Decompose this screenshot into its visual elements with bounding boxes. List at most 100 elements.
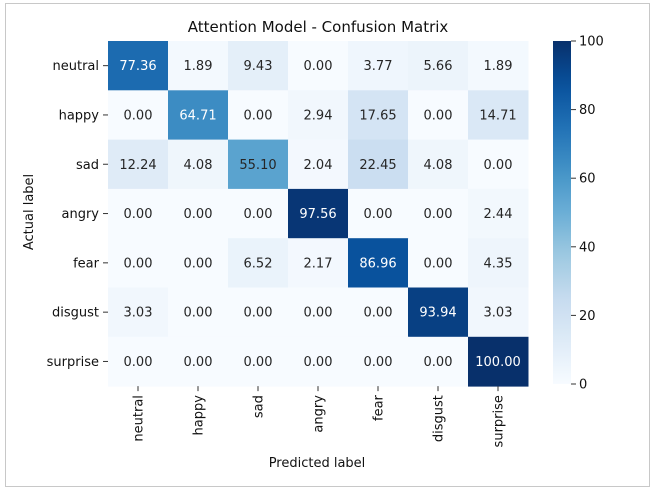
cell-value-label: 2.17 bbox=[304, 256, 333, 271]
heatmap-cell bbox=[108, 287, 169, 338]
heatmap-cell bbox=[348, 90, 409, 141]
cell-value-label: 3.77 bbox=[364, 59, 393, 74]
cell-value-label: 17.65 bbox=[359, 108, 396, 123]
cell-value-label: 12.24 bbox=[119, 158, 156, 173]
cell-value-label: 0.00 bbox=[364, 306, 393, 321]
cell-value-label: 0.00 bbox=[304, 306, 333, 321]
heatmap-cell bbox=[288, 41, 349, 91]
heatmap-cell bbox=[168, 287, 229, 338]
heatmap-cell bbox=[288, 336, 349, 387]
cell-value-label: 0.00 bbox=[484, 158, 513, 173]
x-tick-label: happy bbox=[192, 395, 207, 436]
heatmap-cell bbox=[108, 188, 169, 239]
heatmap-cell bbox=[348, 287, 409, 338]
heatmap-cell bbox=[228, 139, 289, 190]
cell-value-label: 0.00 bbox=[184, 207, 213, 222]
colorbar-tick-label: 80 bbox=[579, 103, 596, 118]
cell-value-label: 0.00 bbox=[424, 207, 453, 222]
cell-value-label: 0.00 bbox=[184, 256, 213, 271]
x-tick-label: fear bbox=[372, 394, 387, 421]
cell-value-label: 4.08 bbox=[424, 158, 453, 173]
heatmap-cell bbox=[108, 238, 169, 288]
cell-value-label: 2.04 bbox=[304, 158, 333, 173]
colorbar-tick-label: 40 bbox=[579, 240, 596, 255]
cell-value-label: 93.94 bbox=[419, 306, 456, 321]
heatmap-cell bbox=[288, 90, 349, 141]
cell-value-label: 100.00 bbox=[475, 355, 521, 370]
heatmap-cell bbox=[228, 336, 289, 387]
cell-value-label: 0.00 bbox=[244, 355, 273, 370]
heatmap-cell bbox=[168, 336, 229, 387]
cell-value-label: 55.10 bbox=[239, 158, 276, 173]
heatmap-cell bbox=[108, 90, 169, 141]
heatmap-cell bbox=[288, 287, 349, 338]
x-tick-label: neutral bbox=[132, 395, 147, 442]
cell-value-label: 0.00 bbox=[244, 306, 273, 321]
y-tick-label: disgust bbox=[52, 306, 99, 321]
y-tick-label: neutral bbox=[53, 59, 100, 74]
cell-value-label: 0.00 bbox=[424, 108, 453, 123]
x-tick-label: surprise bbox=[492, 395, 507, 447]
cell-value-label: 0.00 bbox=[124, 256, 153, 271]
heatmap-cell bbox=[468, 238, 529, 288]
heatmap-cell bbox=[108, 41, 169, 91]
cell-value-label: 0.00 bbox=[124, 207, 153, 222]
cell-value-label: 22.45 bbox=[359, 158, 396, 173]
heatmap-cell bbox=[228, 188, 289, 239]
heatmap-cell bbox=[168, 188, 229, 239]
cell-value-label: 1.89 bbox=[184, 59, 213, 74]
heatmap-cell bbox=[468, 139, 529, 190]
heatmap-cell bbox=[168, 41, 229, 91]
heatmap-cell bbox=[348, 41, 409, 91]
x-tick-label: angry bbox=[312, 395, 327, 433]
heatmap-cell bbox=[408, 238, 469, 288]
cell-value-label: 0.00 bbox=[244, 207, 273, 222]
heatmap-cell bbox=[228, 238, 289, 288]
cell-value-label: 64.71 bbox=[179, 108, 216, 123]
y-tick-labels: neutral happy sad angry fear disgust surprise bbox=[47, 59, 108, 370]
cell-value-label: 3.03 bbox=[124, 306, 153, 321]
cell-value-label: 0.00 bbox=[304, 59, 333, 74]
colorbar bbox=[553, 41, 571, 384]
cell-value-label: 86.96 bbox=[359, 256, 396, 271]
cell-value-label: 4.08 bbox=[184, 158, 213, 173]
heatmap-cell bbox=[468, 90, 529, 141]
heatmap-cell bbox=[468, 287, 529, 338]
heatmap-cell bbox=[108, 336, 169, 387]
heatmap-cell bbox=[408, 139, 469, 190]
cell-value-label: 0.00 bbox=[364, 355, 393, 370]
chart-title: Attention Model - Confusion Matrix bbox=[188, 18, 449, 36]
heatmap-cell bbox=[408, 188, 469, 239]
x-tick-label: sad bbox=[252, 395, 267, 418]
y-tick-label: fear bbox=[73, 256, 100, 271]
heatmap-cell bbox=[468, 41, 529, 91]
y-tick-label: angry bbox=[62, 207, 100, 222]
colorbar-tick-label: 100 bbox=[579, 35, 604, 50]
cell-value-label: 0.00 bbox=[124, 355, 153, 370]
colorbar-tick-label: 60 bbox=[579, 172, 596, 187]
cell-value-label: 3.03 bbox=[484, 306, 513, 321]
cell-value-label: 0.00 bbox=[304, 355, 333, 370]
heatmap-cell bbox=[408, 336, 469, 387]
cell-value-label: 97.56 bbox=[299, 207, 336, 222]
heatmap-cell bbox=[168, 238, 229, 288]
x-tick-labels: neutral happy sad angry fear disgust surprise bbox=[132, 386, 507, 447]
cell-value-label: 0.00 bbox=[424, 256, 453, 271]
cell-value-label: 0.00 bbox=[184, 306, 213, 321]
x-tick-label: disgust bbox=[432, 395, 447, 442]
heatmap-cell bbox=[408, 287, 469, 338]
y-tick-label: surprise bbox=[47, 355, 99, 370]
heatmap-cell bbox=[168, 139, 229, 190]
cell-value-label: 2.94 bbox=[304, 108, 333, 123]
cell-value-label: 0.00 bbox=[124, 108, 153, 123]
cell-value-label: 4.35 bbox=[484, 256, 513, 271]
heatmap-cell bbox=[348, 139, 409, 190]
cell-value-label: 2.44 bbox=[484, 207, 513, 222]
colorbar-tick-label: 0 bbox=[579, 378, 587, 393]
heatmap-cell bbox=[348, 188, 409, 239]
cell-value-label: 0.00 bbox=[424, 355, 453, 370]
cell-value-label: 14.71 bbox=[479, 108, 516, 123]
heatmap-cell bbox=[468, 336, 529, 387]
heatmap-cell bbox=[348, 238, 409, 288]
